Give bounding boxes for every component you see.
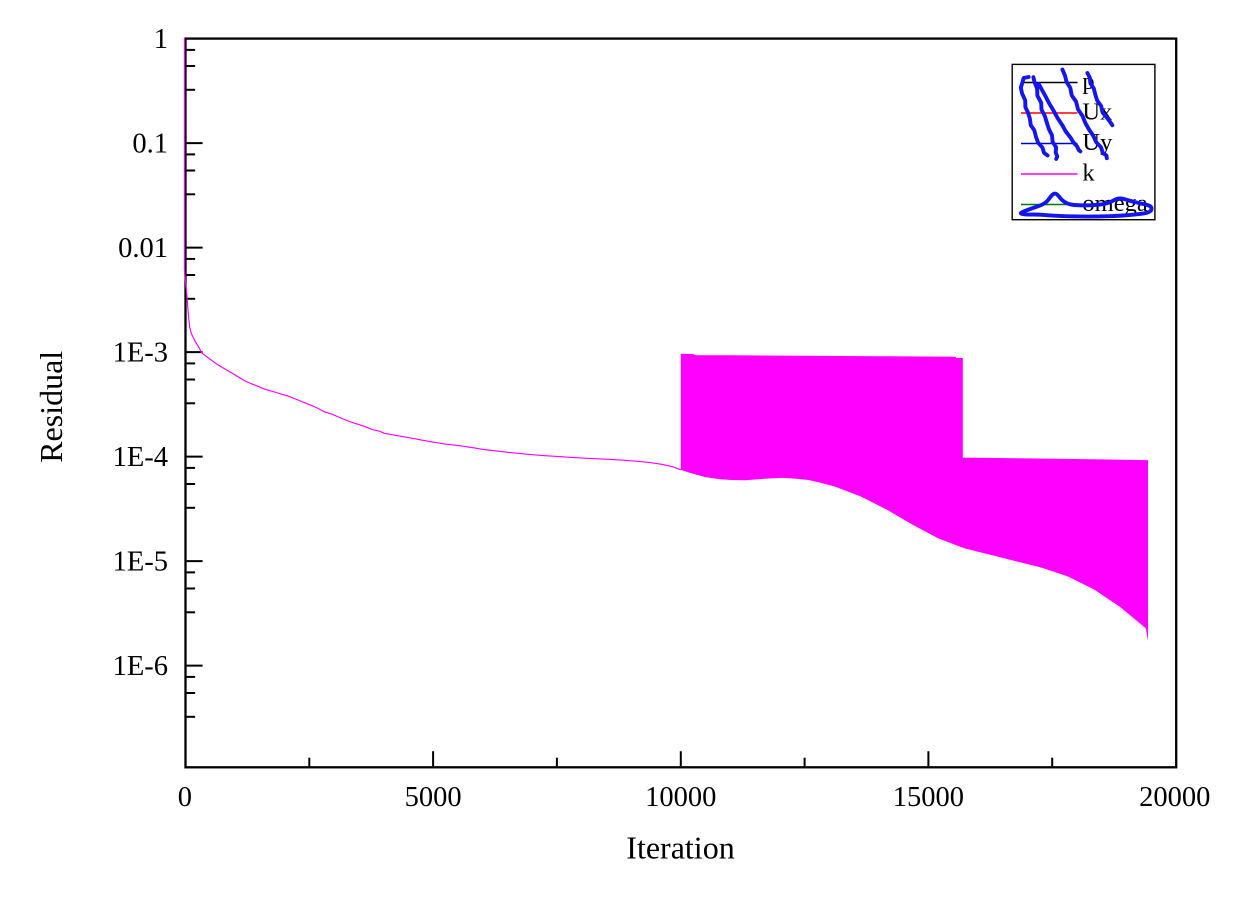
svg-text:0.01: 0.01 (118, 233, 168, 264)
svg-text:Iteration: Iteration (626, 830, 734, 866)
svg-text:10000: 10000 (645, 782, 716, 813)
svg-text:5000: 5000 (405, 782, 462, 813)
svg-text:Residual: Residual (33, 351, 69, 463)
svg-text:20000: 20000 (1139, 782, 1210, 813)
svg-text:0: 0 (178, 782, 192, 813)
svg-text:1E-6: 1E-6 (113, 651, 168, 682)
svg-text:1E-3: 1E-3 (113, 338, 168, 369)
svg-text:1: 1 (154, 24, 168, 55)
svg-text:0.1: 0.1 (132, 129, 168, 160)
svg-text:15000: 15000 (893, 782, 964, 813)
svg-text:1E-5: 1E-5 (113, 547, 168, 578)
svg-text:k: k (1082, 160, 1095, 187)
svg-text:1E-4: 1E-4 (113, 442, 168, 473)
